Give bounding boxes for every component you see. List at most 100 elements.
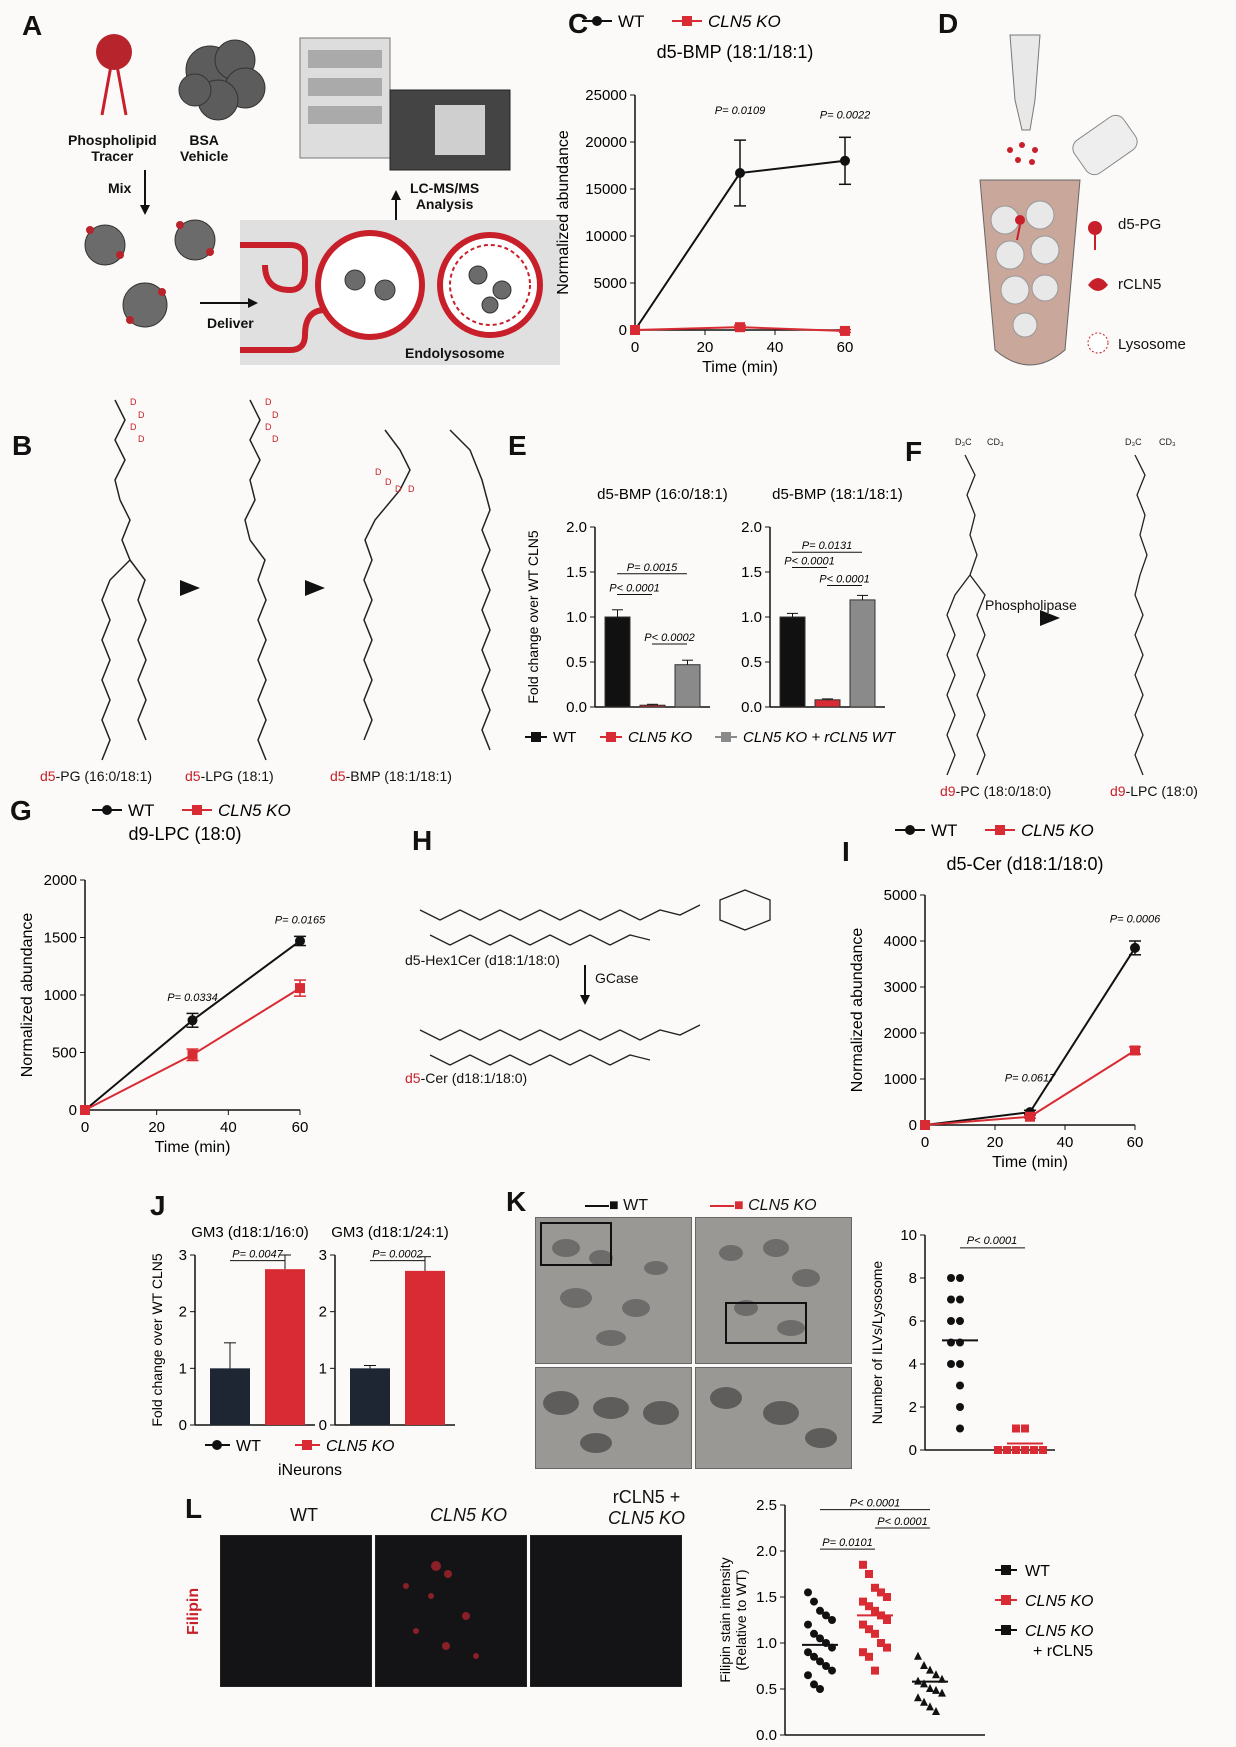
rcln5-label: rCLN5 [1118, 276, 1162, 293]
data-point-wt [822, 1662, 830, 1670]
data-point-rescue [932, 1685, 940, 1694]
data-point-wt [804, 1648, 812, 1657]
filipin-image-ko [375, 1535, 527, 1687]
chart-e: d5-BMP (16:0/18:1) 0.0 0.5 1.0 1.5 2.0 P< 0.00… [525, 486, 903, 746]
data-point-ko [865, 1570, 873, 1578]
data-point-ko [877, 1588, 885, 1597]
data-point-wt [804, 1588, 812, 1597]
panel-d-illustration [979, 34, 1138, 366]
panel-label-k: K [506, 1186, 527, 1217]
legend-label: CLN5 KO [628, 729, 693, 746]
p-value-annotation: P= 0.0006 [1110, 914, 1161, 926]
data-point-ko [865, 1602, 873, 1611]
y-tick-label: 2 [319, 1304, 327, 1321]
y-tick-label: 3 [179, 1247, 187, 1264]
y-tick-label: 2000 [884, 1025, 917, 1042]
p-value-annotation: P= 0.0101 [822, 1537, 872, 1549]
chart-title: GM3 (d18:1/24:1) [331, 1224, 449, 1241]
p-value-annotation: P< 0.0001 [784, 556, 834, 568]
p-value-annotation: P< 0.0001 [967, 1235, 1017, 1247]
bar-rescue [674, 664, 701, 708]
y-tick-label: 10 [900, 1227, 917, 1244]
data-point-ko [865, 1625, 873, 1634]
chart-c: 0 5000 10000 15000 20000 25000 0 20 40 60 Time (mi… [555, 12, 870, 376]
y-tick-label: 1.5 [756, 1589, 777, 1606]
y-tick-label: 1 [179, 1360, 187, 1377]
data-point-wt [810, 1629, 818, 1638]
p-value-annotation: P= 0.0165 [275, 915, 326, 927]
data-point-wt [804, 1671, 812, 1680]
y-tick-label: 25000 [585, 87, 627, 104]
svg-text:D: D [130, 397, 137, 407]
x-tick-label: 40 [767, 339, 784, 356]
x-tick-label: 60 [1127, 1134, 1144, 1151]
panel-a-illustration [84, 34, 560, 365]
x-tick-label: 20 [697, 339, 714, 356]
data-point-wt [947, 1274, 955, 1282]
bar-wt [210, 1368, 250, 1425]
panel-label-i: I [842, 836, 850, 867]
y-tick-label: 4000 [884, 933, 917, 950]
data-point-rescue [920, 1679, 928, 1688]
data-point-rescue [926, 1702, 934, 1711]
panel-k: ■ WT ■ CLN5 KO 0 2 4 6 8 10 Number of ILVs/Lys… [505, 1195, 1236, 1475]
y-axis-label: Fold change over WT CLN5 [525, 530, 541, 703]
data-point-ko [1012, 1424, 1020, 1433]
data-point-wt [810, 1652, 818, 1661]
data-point-wt [840, 155, 850, 166]
x-axis-label: Time (min) [702, 359, 778, 376]
panel-label-e: E [508, 430, 527, 461]
data-point-wt [187, 1015, 198, 1026]
y-tick-label: 2.0 [756, 1543, 777, 1560]
y-tick-label: 6 [909, 1313, 917, 1330]
svg-text:D: D [395, 484, 402, 494]
data-point-wt [956, 1274, 964, 1282]
legend-label-wt: WT [618, 12, 644, 31]
chart-title: d5-BMP (18:1/18:1) [657, 42, 814, 62]
data-point-ko [994, 1446, 1002, 1454]
data-point-ko [883, 1616, 891, 1624]
y-tick-label: 1 [319, 1360, 327, 1377]
legend-marker-ko [682, 16, 692, 26]
chart-g: 0 500 1000 1500 2000 0 20 40 60 Time (min) Normali… [19, 801, 326, 1156]
p-value-annotation: P= 0.0109 [715, 105, 765, 117]
legend-label-wt: WT [236, 1438, 261, 1455]
legend-marker-ko [192, 805, 202, 815]
data-point-ko [1003, 1446, 1011, 1454]
p-value-annotation: P< 0.0001 [877, 1516, 927, 1528]
legend-marker-ko [1001, 1595, 1011, 1605]
x-tick-label: 0 [81, 1119, 89, 1136]
chart-title: d5-Cer (d18:1/18:0) [946, 854, 1103, 874]
x-tick-label: 20 [987, 1134, 1004, 1151]
panel-f-structures: D₃C CD₃ D₃C CD₃ [946, 437, 1176, 776]
legend-label: WT [553, 729, 576, 746]
data-point-wt [947, 1360, 955, 1368]
svg-text:D: D [265, 397, 272, 407]
data-point-ko [871, 1583, 879, 1592]
data-point-ko [295, 983, 305, 994]
bar-ko [814, 699, 841, 708]
data-point-rescue [914, 1651, 922, 1660]
y-tick-label: 1.0 [741, 609, 762, 626]
bar-wt [604, 616, 631, 708]
legend-label-wt: WT [931, 821, 957, 840]
data-point-ko [1039, 1446, 1047, 1454]
data-point-wt [810, 1680, 818, 1689]
y-tick-label: 1.5 [566, 564, 587, 581]
data-point-wt [956, 1317, 964, 1325]
x-tick-label: 60 [292, 1119, 309, 1136]
panel-g: 0 500 1000 1500 2000 0 20 40 60 Time (min) Normali… [19, 800, 350, 1180]
data-point-wt [828, 1666, 836, 1675]
panel-label-f: F [905, 436, 923, 467]
y-tick-label: 1000 [44, 987, 77, 1004]
data-point-ko [871, 1666, 879, 1675]
data-point-wt [735, 168, 745, 179]
y-tick-label: 2 [909, 1399, 917, 1416]
data-point-ko [630, 325, 640, 335]
filipin-image-rescue [530, 1535, 682, 1687]
y-tick-label: 2 [179, 1304, 187, 1321]
panel-label-g: G [10, 795, 32, 826]
data-point-rescue [926, 1684, 934, 1692]
phospholipase-label: Phospholipase [985, 597, 1077, 613]
